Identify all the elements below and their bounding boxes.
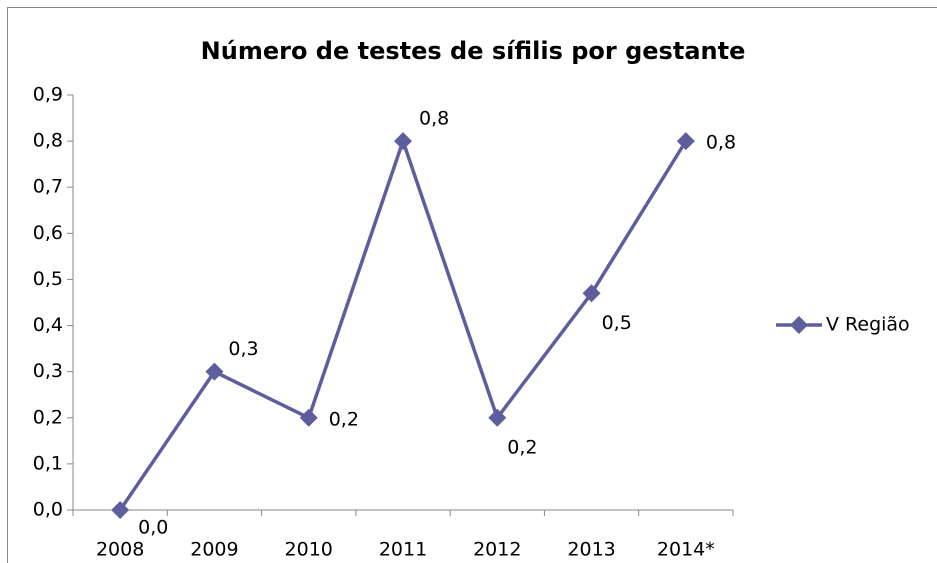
x-tick-label: 2011 — [379, 539, 427, 561]
data-label: 0,0 — [138, 517, 168, 539]
marker — [676, 132, 695, 151]
x-tick-label: 2008 — [96, 539, 144, 561]
legend-marker — [790, 316, 808, 334]
data-label: 0,2 — [329, 408, 359, 430]
marker — [394, 132, 412, 151]
legend-label: V Região — [826, 314, 910, 336]
y-tick-label: 0,0 — [33, 499, 63, 521]
chart-border — [7, 7, 937, 563]
data-label: 0,8 — [706, 132, 736, 154]
x-tick-label: 2014* — [657, 539, 715, 561]
data-label: 0,2 — [507, 436, 537, 458]
x-tick-label: 2013 — [567, 539, 615, 561]
x-tick-label: 2012 — [473, 539, 521, 561]
y-tick-label: 0,7 — [33, 176, 63, 198]
chart-title: Número de testes de sífilis por gestante — [201, 37, 746, 65]
marker — [205, 362, 224, 381]
y-tick-label: 0,9 — [33, 84, 63, 106]
y-tick-label: 0,2 — [33, 406, 63, 428]
x-tick-label: 2009 — [190, 539, 238, 561]
marker — [488, 408, 507, 427]
data-label: 0,8 — [419, 108, 449, 130]
data-label: 0,5 — [602, 312, 632, 334]
y-tick-label: 0,6 — [33, 222, 63, 244]
y-tick-label: 0,1 — [33, 452, 63, 474]
marker — [299, 408, 318, 427]
y-tick-label: 0,3 — [33, 360, 63, 382]
y-tick-label: 0,5 — [33, 268, 63, 290]
y-tick-label: 0,8 — [33, 130, 63, 152]
marker — [111, 501, 130, 519]
marker — [582, 284, 601, 303]
data-label: 0,3 — [228, 338, 258, 360]
y-tick-label: 0,4 — [33, 314, 63, 336]
x-tick-label: 2010 — [285, 539, 333, 561]
